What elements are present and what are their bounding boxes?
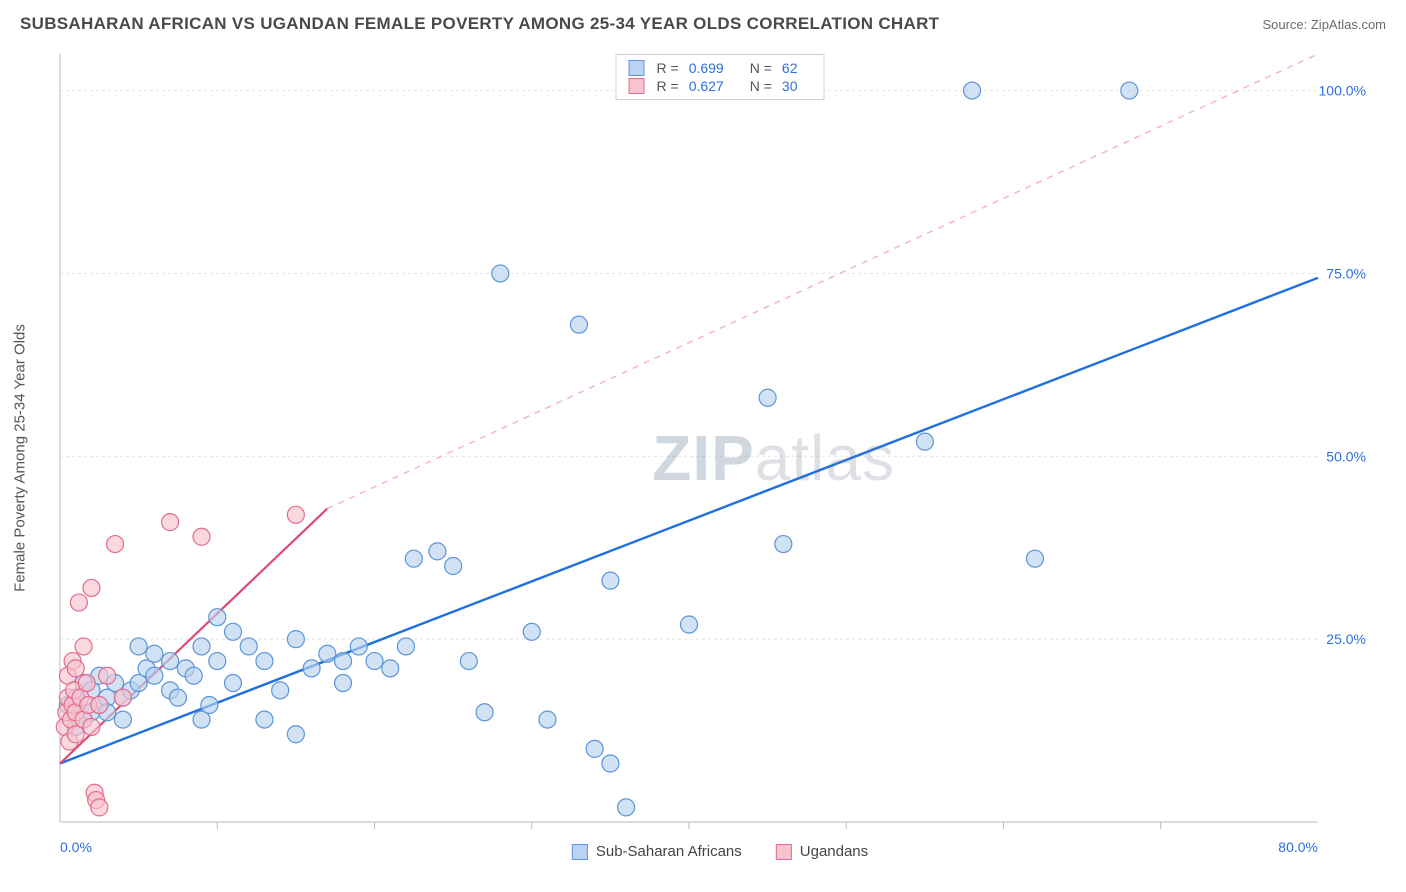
r-value: 0.699: [689, 60, 724, 76]
svg-text:0.0%: 0.0%: [60, 839, 92, 855]
n-value: 30: [782, 78, 798, 94]
n-label: N =: [750, 78, 772, 94]
svg-text:75.0%: 75.0%: [1326, 265, 1366, 281]
legend-item: Ugandans: [776, 843, 868, 860]
legend-swatch: [776, 844, 792, 860]
chart-title: SUBSAHARAN AFRICAN VS UGANDAN FEMALE POV…: [20, 14, 939, 34]
r-label: R =: [657, 78, 679, 94]
source-label: Source: ZipAtlas.com: [1262, 17, 1386, 32]
legend-label: Ugandans: [800, 843, 868, 860]
svg-text:50.0%: 50.0%: [1326, 448, 1366, 464]
n-value: 62: [782, 60, 798, 76]
svg-text:80.0%: 80.0%: [1278, 839, 1318, 855]
legend-swatch: [629, 78, 645, 94]
y-axis-label: Female Poverty Among 25-34 Year Olds: [12, 324, 29, 592]
stats-legend: R = 0.699 N = 62 R = 0.627 N = 30: [616, 54, 825, 100]
stats-row: R = 0.627 N = 30: [617, 77, 824, 95]
title-bar: SUBSAHARAN AFRICAN VS UGANDAN FEMALE POV…: [0, 0, 1406, 40]
legend-swatch: [629, 60, 645, 76]
r-value: 0.627: [689, 78, 724, 94]
scatter-plot: 25.0% 50.0% 75.0% 100.0% 0.0% 80.0%: [50, 48, 1390, 868]
legend-swatch: [572, 844, 588, 860]
r-label: R =: [657, 60, 679, 76]
svg-text:100.0%: 100.0%: [1319, 83, 1366, 99]
series-legend: Sub-Saharan Africans Ugandans: [572, 843, 868, 860]
svg-text:25.0%: 25.0%: [1326, 631, 1366, 647]
chart-area: Female Poverty Among 25-34 Year Olds 25.…: [50, 48, 1390, 868]
stats-row: R = 0.699 N = 62: [617, 59, 824, 77]
legend-label: Sub-Saharan Africans: [596, 843, 742, 860]
legend-item: Sub-Saharan Africans: [572, 843, 742, 860]
n-label: N =: [750, 60, 772, 76]
